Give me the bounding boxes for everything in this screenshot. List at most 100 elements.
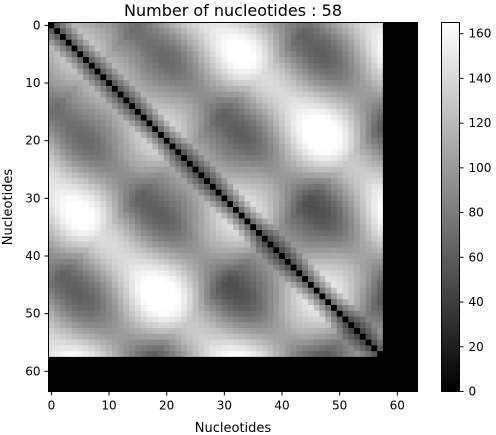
heatmap-cell	[342, 368, 349, 375]
heatmap-cell	[273, 166, 280, 173]
heatmap-cell	[158, 39, 165, 46]
heatmap-cell	[146, 149, 153, 156]
heatmap-cell	[94, 212, 101, 219]
heatmap-cell	[186, 212, 193, 219]
heatmap-cell	[186, 143, 193, 150]
heatmap-cell	[227, 281, 234, 289]
heatmap-cell	[227, 333, 234, 340]
heatmap-cell	[129, 356, 136, 364]
heatmap-cell	[313, 293, 320, 300]
heatmap-cell	[215, 126, 222, 133]
heatmap-cell	[169, 195, 176, 202]
heatmap-cell	[215, 281, 222, 289]
heatmap-cell	[169, 74, 176, 81]
heatmap-cell	[313, 189, 320, 196]
heatmap-cell	[215, 362, 222, 369]
heatmap-cell	[106, 28, 113, 35]
heatmap-cell	[405, 385, 413, 392]
heatmap-cell	[284, 235, 292, 242]
heatmap-cell	[65, 189, 72, 196]
heatmap-cell	[371, 114, 378, 121]
heatmap-cell	[186, 45, 193, 52]
heatmap-cell	[250, 172, 257, 179]
heatmap-cell	[100, 270, 107, 277]
heatmap-cell	[71, 218, 78, 225]
heatmap-cell	[60, 247, 67, 254]
heatmap-cell	[348, 80, 355, 87]
heatmap-cell	[238, 97, 245, 104]
heatmap-cell	[405, 114, 413, 121]
heatmap-cell	[106, 51, 113, 58]
heatmap-cell	[256, 80, 263, 87]
heatmap-cell	[377, 333, 384, 340]
heatmap-cell	[111, 299, 119, 306]
heatmap-cell	[158, 183, 165, 191]
heatmap-cell	[111, 351, 119, 358]
heatmap-cell	[319, 57, 326, 64]
heatmap-cell	[198, 322, 205, 329]
heatmap-cell	[302, 137, 309, 144]
heatmap-cell	[60, 57, 67, 64]
heatmap-cell	[267, 108, 274, 116]
heatmap-cell	[319, 39, 326, 46]
heatmap-cell	[65, 374, 72, 381]
heatmap-cell	[279, 160, 286, 167]
heatmap-cell	[83, 385, 90, 392]
heatmap-cell	[117, 241, 124, 248]
heatmap-cell	[400, 339, 407, 346]
heatmap-cell	[290, 85, 297, 93]
heatmap-cell	[221, 132, 228, 139]
heatmap-cell	[371, 120, 378, 127]
heatmap-cell	[175, 207, 182, 214]
heatmap-cell	[129, 34, 136, 41]
heatmap-cell	[302, 351, 309, 358]
heatmap-cell	[267, 356, 274, 364]
heatmap-cell	[65, 328, 72, 335]
heatmap-cell	[371, 97, 378, 104]
heatmap-cell	[244, 149, 251, 156]
heatmap-cell	[365, 316, 372, 323]
heatmap-cell	[152, 45, 159, 52]
heatmap-cell	[244, 253, 251, 260]
heatmap-cell	[163, 108, 170, 116]
heatmap-cell	[111, 201, 119, 208]
heatmap-cell	[204, 345, 211, 352]
heatmap-cell	[365, 68, 372, 75]
heatmap-cell	[175, 339, 182, 346]
heatmap-cell	[365, 264, 372, 271]
heatmap-cell	[175, 143, 182, 150]
heatmap-cell	[192, 39, 199, 46]
heatmap-cell	[411, 258, 418, 266]
heatmap-cell	[140, 345, 147, 352]
heatmap-cell	[60, 178, 67, 185]
heatmap-cell	[411, 91, 418, 98]
heatmap-cell	[325, 293, 332, 300]
heatmap-cell	[313, 224, 320, 231]
heatmap-cell	[279, 356, 286, 364]
heatmap-cell	[307, 45, 315, 52]
heatmap-cell	[71, 293, 78, 300]
heatmap-cell	[394, 22, 401, 29]
heatmap-cell	[152, 379, 159, 387]
heatmap-cell	[186, 247, 193, 254]
heatmap-cell	[388, 276, 395, 283]
heatmap-cell	[336, 97, 343, 104]
heatmap-cell	[284, 374, 292, 381]
heatmap-cells	[48, 22, 418, 392]
heatmap-cell	[221, 103, 228, 110]
heatmap-cell	[48, 258, 55, 266]
heatmap-cell	[209, 253, 217, 260]
heatmap-cell	[238, 22, 245, 29]
heatmap-cell	[354, 201, 361, 208]
heatmap-cell	[204, 310, 211, 317]
heatmap-cell	[273, 368, 280, 375]
heatmap-cell	[215, 178, 222, 185]
heatmap-cell	[307, 385, 315, 392]
heatmap-cell	[377, 137, 384, 144]
heatmap-cell	[411, 310, 418, 317]
heatmap-cell	[48, 108, 55, 116]
heatmap-cell	[227, 328, 234, 335]
heatmap-cell	[273, 51, 280, 58]
heatmap-cell	[198, 264, 205, 271]
heatmap-cell	[94, 374, 101, 381]
